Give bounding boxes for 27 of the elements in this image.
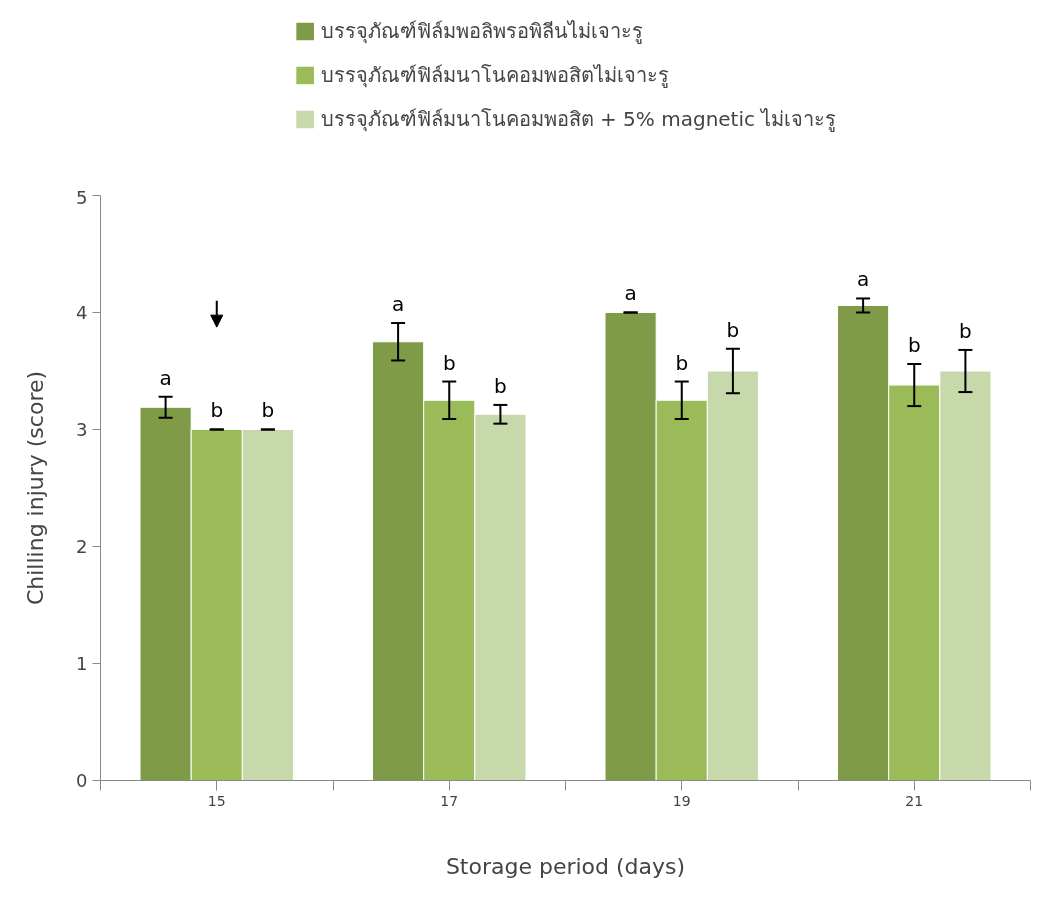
annotation: b [675, 350, 689, 375]
annotation: b [726, 317, 740, 342]
annotation: a [856, 267, 870, 292]
x-tick-label: 17 [440, 792, 459, 809]
annotation: a [159, 365, 172, 390]
x-tick-label: 15 [207, 792, 226, 809]
y-tick-label: 3 [76, 419, 88, 440]
legend-label: บรรจุภัณฑ์ฟิล์มพอลิพรอพิลีนไม่เจาะรู [320, 18, 643, 46]
y-tick-label: 2 [76, 536, 88, 557]
legend-label: บรรจุภัณฑ์ฟิล์มนาโนคอมพอสิต + 5% magnetic ไม่เจาะรู [320, 106, 837, 134]
annotation: b [494, 373, 507, 398]
legend-label: บรรจุภัณฑ์ฟิล์มนาโนคอมพอสิตไม่เจาะรู [320, 62, 669, 90]
annotation: b [907, 332, 921, 357]
x-tick-label: 19 [672, 792, 691, 809]
y-tick-label: 5 [76, 186, 88, 208]
x-tick-label: 21 [905, 792, 924, 809]
y-axis-title: Chilling injury (score) [23, 370, 49, 606]
y-tick-label: 1 [76, 653, 88, 674]
y-tick-label: 0 [76, 770, 88, 791]
annotation: b [959, 318, 972, 343]
annotation: b [442, 350, 456, 375]
annotation: b [261, 398, 275, 423]
annotation: a [624, 281, 637, 306]
x-axis-title: Storage period (days) [445, 853, 686, 879]
annotation: b [210, 398, 224, 423]
y-tick-label: 4 [76, 302, 88, 323]
annotation: a [391, 292, 405, 317]
